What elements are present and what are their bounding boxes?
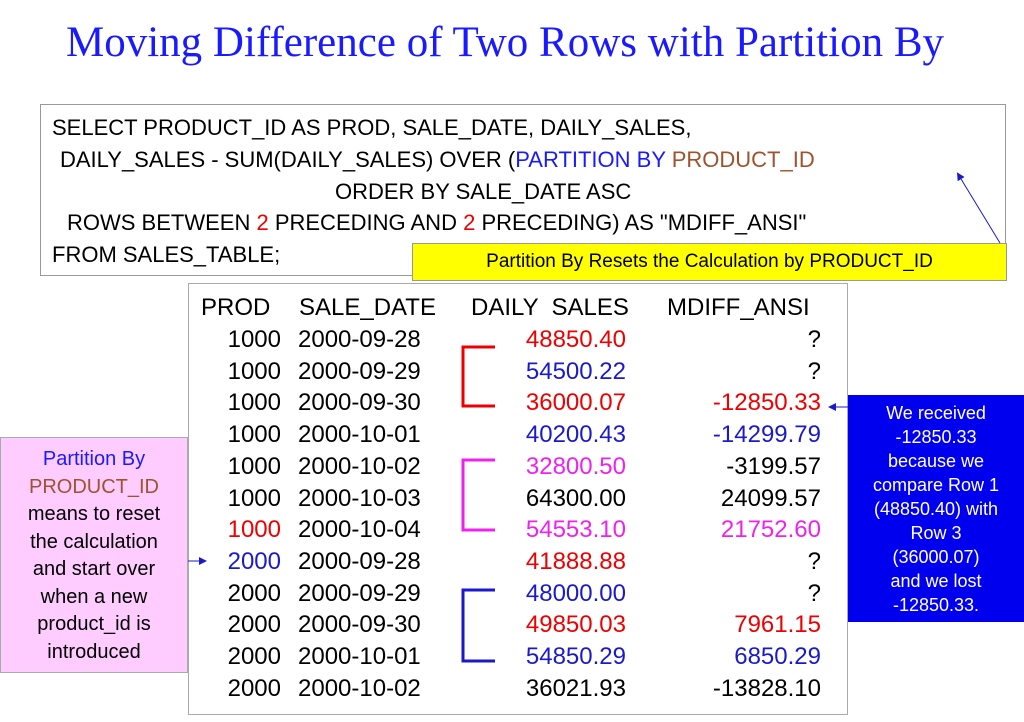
note-line: when a new <box>40 585 148 608</box>
header-daily-sales: DAILY SALES <box>471 294 629 321</box>
note-line: -12850.33. <box>892 595 980 615</box>
note-line: PRODUCT_ID <box>28 475 159 498</box>
cell-sale-date: 2000-10-02 <box>298 674 421 702</box>
cell-prod: 2000 <box>227 611 281 639</box>
cell-daily-sales: 36000.07 <box>525 389 626 417</box>
cell-prod: 1000 <box>227 389 281 417</box>
cell-mdiff: ? <box>807 579 821 607</box>
cell-mdiff: 21752.60 <box>720 516 821 544</box>
bracket-magenta <box>461 458 495 532</box>
sql-keyword-partition: PARTITION BY <box>515 147 666 172</box>
cell-sale-date: 2000-10-01 <box>298 643 421 670</box>
cell-prod: 1000 <box>227 452 281 480</box>
note-line: and start over <box>32 558 156 580</box>
sql-text: ROWS BETWEEN <box>67 210 257 235</box>
note-line: means to reset <box>27 503 161 525</box>
cell-daily-sales: 36021.93 <box>525 674 626 702</box>
cell-prod: 1000 <box>227 357 281 385</box>
sql-line-5: FROM SALES_TABLE; <box>52 242 281 267</box>
cell-mdiff: ? <box>807 326 821 353</box>
cell-sale-date: 2000-09-29 <box>298 357 421 385</box>
cell-sale-date: 2000-09-30 <box>298 611 421 639</box>
cell-mdiff: ? <box>807 547 821 575</box>
cell-mdiff: ? <box>807 357 821 385</box>
cell-sale-date: 2000-10-02 <box>298 452 421 480</box>
cell-sale-date: 2000-09-29 <box>298 579 421 607</box>
cell-sale-date: 2000-09-28 <box>298 326 421 353</box>
cell-mdiff: -13828.10 <box>712 674 821 702</box>
cell-daily-sales: 48850.40 <box>525 326 626 353</box>
cell-mdiff: 24099.57 <box>720 484 821 512</box>
sql-text: DAILY_SALES - SUM(DAILY_SALES) OVER ( <box>60 147 516 172</box>
note-line: Row 3 <box>910 523 962 543</box>
note-line: compare Row 1 <box>872 475 1000 495</box>
sql-text: PRECEDING AND <box>268 210 464 235</box>
cell-daily-sales: 54500.22 <box>525 357 626 385</box>
bracket-red <box>461 345 495 408</box>
note-line: introduced <box>47 640 141 663</box>
note-line: and we lost <box>890 571 982 591</box>
sql-number: 2 <box>463 210 476 235</box>
cell-sale-date: 2000-10-03 <box>298 484 421 512</box>
note-line: (36000.07) <box>892 547 980 567</box>
cell-mdiff: -12850.33 <box>712 389 821 417</box>
cell-prod: 2000 <box>227 643 281 670</box>
cell-daily-sales: 41888.88 <box>525 547 626 575</box>
header-prod: PROD <box>201 294 271 321</box>
partition-explanation-note: Partition By PRODUCT_ID means to reset th… <box>0 437 188 673</box>
cell-mdiff: -14299.79 <box>712 421 821 449</box>
header-sale-date: SALE_DATE <box>299 294 436 321</box>
sql-line-1: SELECT PRODUCT_ID AS PROD, SALE_DATE, DA… <box>52 115 692 140</box>
cell-sale-date: 2000-10-04 <box>298 516 421 544</box>
sql-keyword-product-id: PRODUCT_ID <box>665 147 815 172</box>
cell-mdiff: 7961.15 <box>734 611 821 639</box>
note-line: because we <box>887 451 985 471</box>
sql-line-3: ORDER BY SALE_DATE ASC <box>335 179 632 204</box>
note-line: We received <box>886 403 986 423</box>
cell-daily-sales: 32800.50 <box>525 452 626 480</box>
cell-sale-date: 2000-09-30 <box>298 389 421 417</box>
sql-number: 2 <box>256 210 269 235</box>
note-line: Partition By <box>42 448 146 470</box>
cell-prod: 1000 <box>227 326 281 353</box>
header-mdiff-ansi: MDIFF_ANSI <box>667 294 810 321</box>
cell-mdiff: 6850.29 <box>734 643 821 670</box>
cell-prod: 1000 <box>227 516 281 544</box>
partition-note: Partition By Resets the Calculation by P… <box>412 243 1007 281</box>
cell-prod: 2000 <box>227 547 281 575</box>
cell-daily-sales: 54553.10 <box>525 516 626 544</box>
cell-daily-sales: 64300.00 <box>525 484 626 512</box>
cell-daily-sales: 49850.03 <box>525 611 626 639</box>
cell-sale-date: 2000-09-28 <box>298 547 421 575</box>
note-line: product_id is <box>37 613 151 635</box>
result-explanation-note: We received -12850.33 because we compare Ro… <box>848 395 1024 622</box>
cell-mdiff: -3199.57 <box>726 452 821 480</box>
note-line: the calculation <box>30 530 158 553</box>
bracket-blue <box>461 588 495 663</box>
cell-daily-sales: 48000.00 <box>525 579 626 607</box>
sql-line-4: ROWS BETWEEN 2 PRECEDING AND 2 PRECEDING… <box>67 210 806 236</box>
cell-prod: 1000 <box>227 421 281 449</box>
slide-title: Moving Difference of Two Rows with Parti… <box>65 19 944 66</box>
cell-prod: 2000 <box>227 579 281 607</box>
note-line: (48850.40) with <box>873 499 999 519</box>
sql-text: PRECEDING) AS "MDIFF_ANSI" <box>475 210 807 235</box>
cell-prod: 2000 <box>227 674 281 702</box>
cell-daily-sales: 40200.43 <box>525 421 626 449</box>
note-line: -12850.33 <box>895 427 977 447</box>
result-table: PROD SALE_DATE DAILY SALES MDIFF_ANSI 10… <box>188 283 848 715</box>
arrow-to-product-id <box>956 172 1001 244</box>
cell-daily-sales: 54850.29 <box>525 643 626 670</box>
cell-sale-date: 2000-10-01 <box>298 421 421 449</box>
cell-prod: 1000 <box>227 484 281 512</box>
sql-line-2: DAILY_SALES - SUM(DAILY_SALES) OVER (PAR… <box>60 147 815 173</box>
sql-code-box: SELECT PRODUCT_ID AS PROD, SALE_DATE, DA… <box>40 104 1006 276</box>
